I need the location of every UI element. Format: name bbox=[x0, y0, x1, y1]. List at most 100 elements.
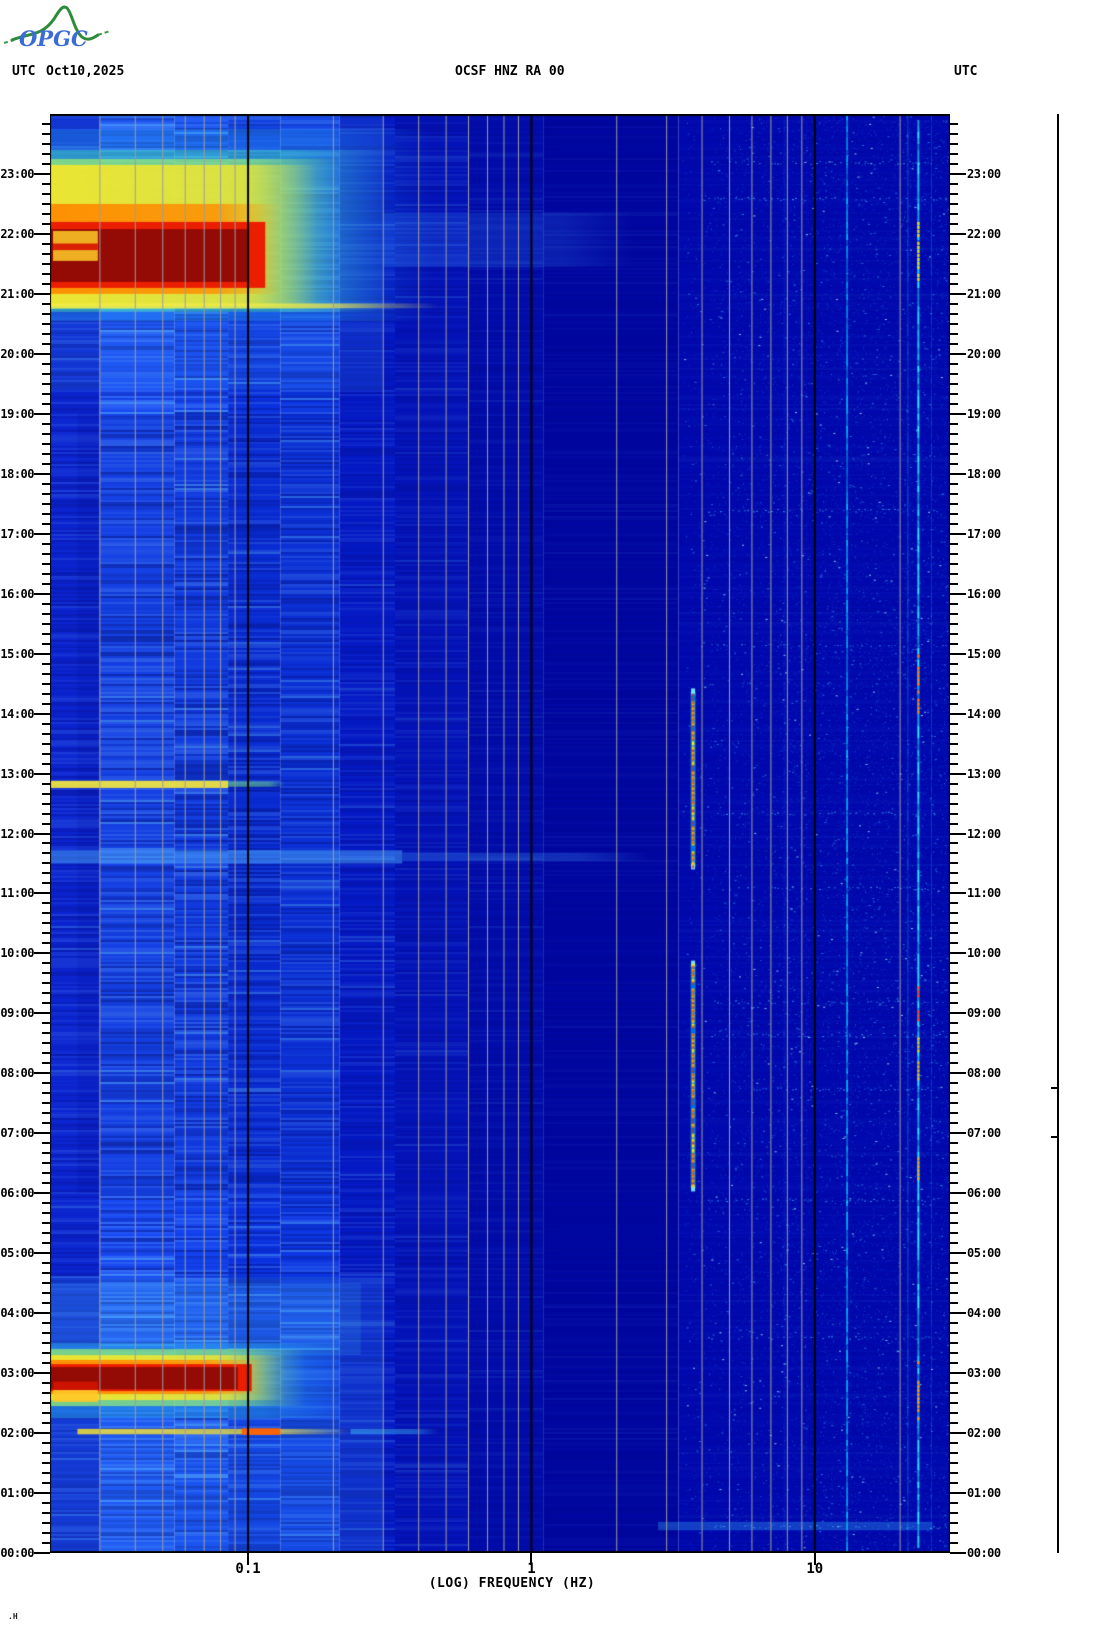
y-tick-minor-left bbox=[42, 1302, 50, 1305]
y-tick-minor-right bbox=[950, 902, 958, 905]
y-axis-label-right: 17:00 bbox=[967, 526, 1001, 541]
y-tick-major-left bbox=[34, 232, 50, 235]
y-tick-minor-left bbox=[42, 582, 50, 585]
y-tick-minor-right bbox=[950, 312, 958, 315]
y-axis-label-left: 20:00 bbox=[0, 346, 34, 361]
y-tick-minor-left bbox=[42, 1452, 50, 1455]
y-tick-minor-left bbox=[42, 372, 50, 375]
y-tick-minor-right bbox=[950, 212, 958, 215]
y-tick-minor-right bbox=[950, 1062, 958, 1065]
y-tick-minor-left bbox=[42, 492, 50, 495]
y-tick-minor-left bbox=[42, 1522, 50, 1525]
y-tick-minor-left bbox=[42, 1062, 50, 1065]
y-tick-minor-left bbox=[42, 512, 50, 515]
y-axis-label-right: 00:00 bbox=[967, 1546, 1001, 1560]
y-tick-minor-right bbox=[950, 162, 958, 165]
y-tick-minor-left bbox=[42, 1442, 50, 1445]
y-tick-minor-left bbox=[42, 802, 50, 805]
y-tick-minor-left bbox=[42, 1512, 50, 1515]
y-axis-label-right: 20:00 bbox=[967, 346, 1001, 361]
y-tick-minor-left bbox=[42, 982, 50, 985]
y-tick-minor-left bbox=[42, 722, 50, 725]
y-tick-minor-left bbox=[42, 1082, 50, 1085]
y-tick-minor-right bbox=[950, 1352, 958, 1355]
y-tick-minor-left bbox=[42, 1042, 50, 1045]
y-tick-minor-right bbox=[950, 702, 958, 705]
y-axis-label-left: 17:00 bbox=[0, 526, 34, 541]
y-axis-label-left: 19:00 bbox=[0, 406, 34, 421]
y-tick-minor-left bbox=[42, 1532, 50, 1534]
y-tick-minor-right bbox=[950, 802, 958, 805]
y-tick-minor-left bbox=[42, 562, 50, 565]
y-tick-minor-left bbox=[42, 522, 50, 525]
y-tick-minor-left bbox=[42, 1002, 50, 1005]
y-axis-label-right: 05:00 bbox=[967, 1246, 1001, 1261]
y-tick-minor-left bbox=[42, 222, 50, 225]
utc-label-right: UTC bbox=[954, 64, 978, 79]
y-tick-major-left bbox=[34, 832, 50, 835]
y-tick-minor-left bbox=[42, 142, 50, 145]
y-axis-label-left: 03:00 bbox=[0, 1366, 34, 1381]
x-tick-label: 0.1 bbox=[235, 1561, 261, 1577]
logo-curve-icon bbox=[10, 5, 100, 42]
y-tick-minor-right bbox=[950, 602, 958, 605]
y-tick-major-right bbox=[950, 1432, 966, 1435]
y-tick-minor-right bbox=[950, 342, 958, 345]
y-axis-label-right: 19:00 bbox=[967, 406, 1001, 421]
y-tick-major-right bbox=[950, 352, 966, 355]
y-tick-minor-right bbox=[950, 962, 958, 965]
y-tick-minor-right bbox=[950, 1442, 958, 1445]
y-tick-major-left bbox=[34, 352, 50, 355]
y-tick-major-left bbox=[34, 1192, 50, 1195]
y-tick-minor-left bbox=[42, 1272, 50, 1275]
y-tick-minor-right bbox=[950, 392, 958, 395]
y-tick-major-left bbox=[34, 292, 50, 295]
y-tick-major-right bbox=[950, 892, 966, 895]
y-tick-minor-right bbox=[950, 822, 958, 825]
y-tick-major-left bbox=[34, 652, 50, 655]
y-tick-minor-left bbox=[42, 1102, 50, 1105]
y-tick-minor-right bbox=[950, 692, 958, 695]
y-tick-major-right bbox=[950, 1012, 966, 1015]
y-tick-minor-right bbox=[950, 1082, 958, 1085]
y-tick-minor-left bbox=[42, 152, 50, 155]
y-tick-major-left bbox=[34, 1312, 50, 1315]
y-tick-minor-right bbox=[950, 1152, 958, 1155]
y-tick-minor-right bbox=[950, 1302, 958, 1305]
y-tick-minor-right bbox=[950, 842, 958, 845]
y-tick-minor-right bbox=[950, 1122, 958, 1125]
y-tick-minor-right bbox=[950, 1242, 958, 1245]
y-tick-major-right bbox=[950, 952, 966, 955]
y-tick-minor-left bbox=[42, 672, 50, 675]
y-tick-minor-left bbox=[42, 452, 50, 455]
y-tick-minor-right bbox=[950, 252, 958, 255]
y-tick-minor-right bbox=[950, 942, 958, 945]
y-tick-major-right bbox=[950, 832, 966, 835]
y-tick-minor-right bbox=[950, 862, 958, 865]
y-tick-minor-left bbox=[42, 1282, 50, 1285]
x-tick-major bbox=[530, 1553, 533, 1565]
y-tick-major-right bbox=[950, 1552, 966, 1554]
y-tick-minor-left bbox=[42, 1172, 50, 1175]
y-axis-label-right: 06:00 bbox=[967, 1186, 1001, 1201]
y-tick-minor-right bbox=[950, 922, 958, 925]
y-tick-minor-left bbox=[42, 122, 50, 125]
y-axis-label-left: 16:00 bbox=[0, 586, 34, 601]
y-tick-minor-left bbox=[42, 752, 50, 755]
y-tick-minor-right bbox=[950, 522, 958, 525]
y-tick-minor-left bbox=[42, 902, 50, 905]
y-tick-minor-right bbox=[950, 572, 958, 575]
y-axis-label-left: 21:00 bbox=[0, 286, 34, 301]
y-tick-minor-right bbox=[950, 542, 958, 545]
y-tick-minor-right bbox=[950, 1382, 958, 1385]
y-tick-major-right bbox=[950, 1492, 966, 1495]
y-tick-minor-right bbox=[950, 322, 958, 325]
y-axis-label-left: 01:00 bbox=[0, 1486, 34, 1501]
y-tick-minor-right bbox=[950, 302, 958, 305]
spectrogram-canvas bbox=[50, 114, 950, 1553]
y-tick-major-left bbox=[34, 1132, 50, 1135]
y-axis-label-right: 12:00 bbox=[967, 826, 1001, 841]
y-tick-major-left bbox=[34, 472, 50, 475]
y-tick-minor-left bbox=[42, 1152, 50, 1155]
y-tick-minor-right bbox=[950, 1022, 958, 1025]
